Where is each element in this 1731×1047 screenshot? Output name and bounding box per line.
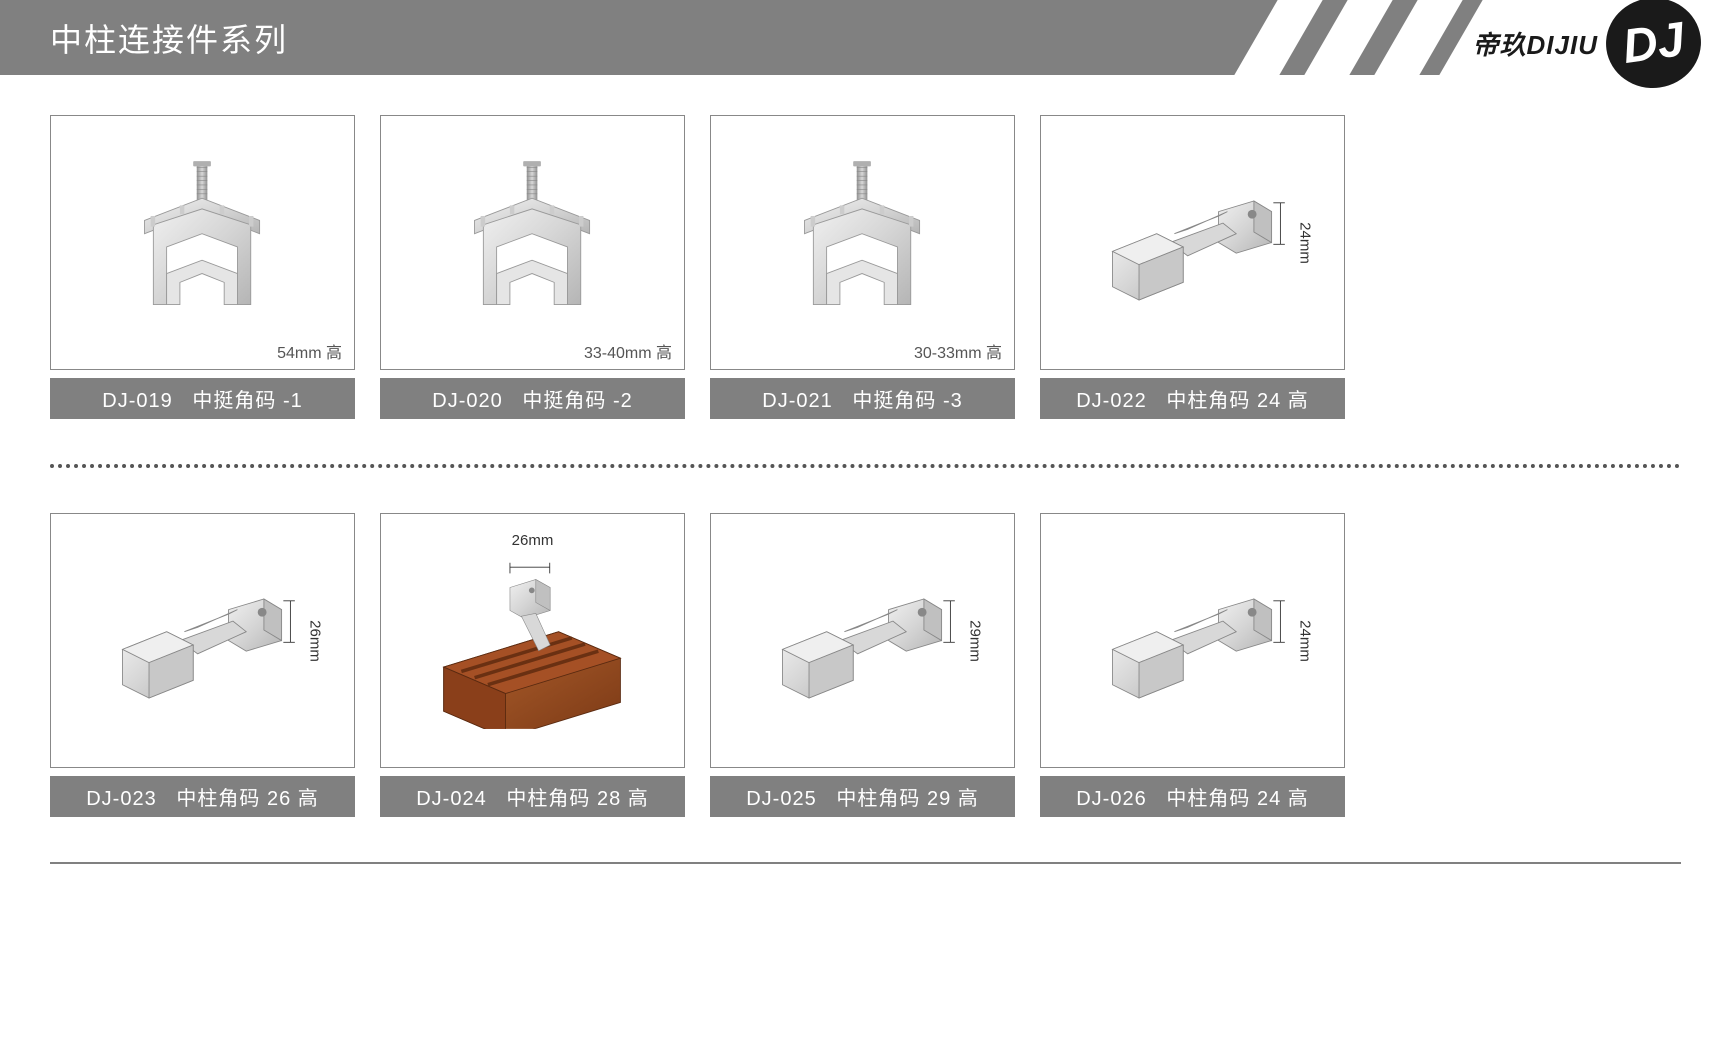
page-title: 中柱连接件系列 <box>0 15 288 61</box>
logo-circle-icon: DJ <box>1600 0 1707 94</box>
flat-connector-icon <box>96 552 308 729</box>
product-name: 中挺角码 -3 <box>852 390 962 412</box>
product-card: 30-33mm 高 DJ-021 中挺角码 -3 <box>710 115 1015 419</box>
angle-bracket-icon <box>96 154 308 331</box>
product-code: DJ-020 <box>432 390 502 412</box>
dimension-label: 29mm <box>967 620 984 662</box>
flat-connector-icon <box>1086 552 1298 729</box>
product-code: DJ-022 <box>1076 390 1146 412</box>
product-caption: DJ-019 中挺角码 -1 <box>50 378 355 419</box>
height-label: 33-40mm 高 <box>584 339 672 363</box>
brand-logo: 帝玖DIJIU DJ <box>1473 0 1701 88</box>
product-caption: DJ-025 中柱角码 29 高 <box>710 776 1015 817</box>
dimension-label: 24mm <box>1297 620 1314 662</box>
product-caption: DJ-022 中柱角码 24 高 <box>1040 378 1345 419</box>
product-image: 26mm <box>50 513 355 768</box>
product-name: 中柱角码 29 高 <box>836 788 978 810</box>
product-card: 24mm DJ-026 中柱角码 24 高 <box>1040 513 1345 817</box>
dimension-label: 26mm <box>307 620 324 662</box>
product-code: DJ-021 <box>762 390 832 412</box>
product-image: 24mm <box>1040 513 1345 768</box>
product-card: 33-40mm 高 DJ-020 中挺角码 -2 <box>380 115 685 419</box>
product-caption: DJ-023 中柱角码 26 高 <box>50 776 355 817</box>
angle-bracket-icon <box>426 154 638 331</box>
product-caption: DJ-024 中柱角码 28 高 <box>380 776 685 817</box>
product-name: 中柱角码 28 高 <box>506 788 648 810</box>
product-code: DJ-023 <box>86 788 156 810</box>
product-caption: DJ-021 中挺角码 -3 <box>710 378 1015 419</box>
header-bar: 中柱连接件系列 帝玖DIJIU DJ <box>0 0 1731 75</box>
product-code: DJ-019 <box>102 390 172 412</box>
product-name: 中挺角码 -1 <box>192 390 302 412</box>
bottom-divider <box>50 862 1681 864</box>
product-card: 26mm DJ-023 中柱角码 26 高 <box>50 513 355 817</box>
product-name: 中挺角码 -2 <box>522 390 632 412</box>
brand-name: 帝玖DIJIU <box>1473 25 1598 62</box>
product-code: DJ-026 <box>1076 788 1146 810</box>
product-card: 24mm DJ-022 中柱角码 24 高 <box>1040 115 1345 419</box>
catalog-grid: 54mm 高 DJ-019 中挺角码 -1 33-40mm 高 DJ-020 中… <box>0 75 1731 864</box>
logo-monogram: DJ <box>1619 11 1687 74</box>
flat-connector-icon <box>756 552 968 729</box>
height-label: 30-33mm 高 <box>914 339 1002 363</box>
dimension-label: 24mm <box>1297 222 1314 264</box>
product-name: 中柱角码 24 高 <box>1166 788 1308 810</box>
product-card: 29mm DJ-025 中柱角码 29 高 <box>710 513 1015 817</box>
product-card: 26mm DJ-024 中柱角码 28 高 <box>380 513 685 817</box>
profile-connector-icon <box>426 552 638 729</box>
product-name: 中柱角码 24 高 <box>1166 390 1308 412</box>
product-code: DJ-025 <box>746 788 816 810</box>
product-name: 中柱角码 26 高 <box>176 788 318 810</box>
angle-bracket-icon <box>756 154 968 331</box>
product-image: 26mm <box>380 513 685 768</box>
product-caption: DJ-020 中挺角码 -2 <box>380 378 685 419</box>
product-code: DJ-024 <box>416 788 486 810</box>
flat-connector-icon <box>1086 154 1298 331</box>
product-card: 54mm 高 DJ-019 中挺角码 -1 <box>50 115 355 419</box>
dimension-label: 26mm <box>512 532 554 549</box>
product-image: 30-33mm 高 <box>710 115 1015 370</box>
product-image: 24mm <box>1040 115 1345 370</box>
height-label: 54mm 高 <box>277 339 342 363</box>
product-image: 33-40mm 高 <box>380 115 685 370</box>
product-row: 26mm DJ-023 中柱角码 26 高 26mm DJ-024 中柱角码 2… <box>50 513 1681 817</box>
product-image: 29mm <box>710 513 1015 768</box>
product-row: 54mm 高 DJ-019 中挺角码 -1 33-40mm 高 DJ-020 中… <box>50 115 1681 419</box>
product-caption: DJ-026 中柱角码 24 高 <box>1040 776 1345 817</box>
row-divider <box>50 464 1681 468</box>
product-image: 54mm 高 <box>50 115 355 370</box>
